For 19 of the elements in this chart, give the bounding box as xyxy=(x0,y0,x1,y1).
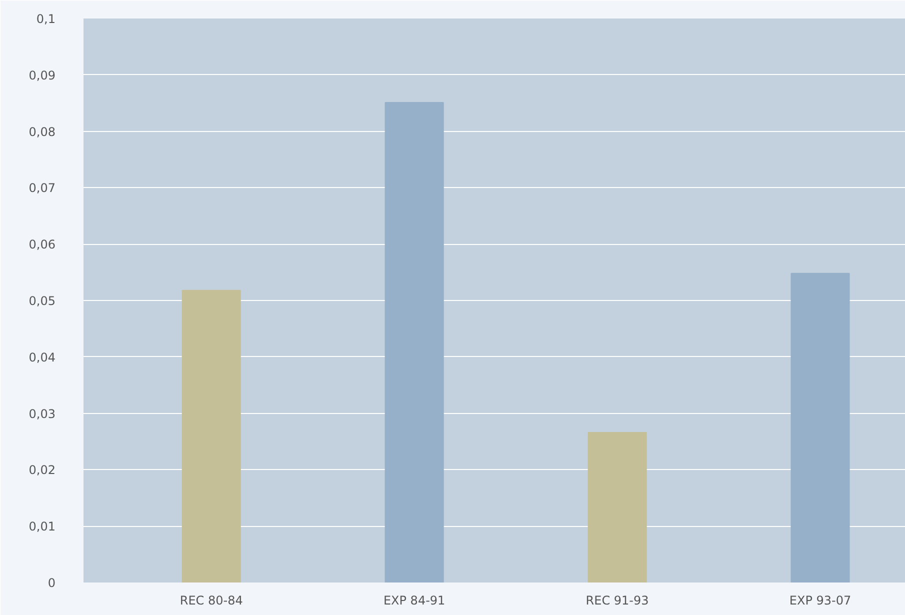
y-tick-label: 0,1 xyxy=(36,12,56,26)
bar xyxy=(182,290,241,582)
x-tick-label: EXP 93-07 xyxy=(789,594,852,608)
bar xyxy=(588,432,647,582)
x-tick-label: REC 80-84 xyxy=(180,594,243,608)
y-tick-label: 0 xyxy=(48,576,56,590)
y-tick-label: 0,04 xyxy=(28,350,56,364)
y-tick-label: 0,03 xyxy=(28,406,56,421)
y-tick-label: 0,07 xyxy=(28,181,56,196)
y-tick-label: 0,06 xyxy=(28,238,56,252)
y-tick-label: 0,01 xyxy=(28,520,56,534)
bar xyxy=(384,102,444,582)
y-tick-label: 0,08 xyxy=(28,124,56,139)
y-tick-label: 0,05 xyxy=(28,294,56,308)
x-tick-label: REC 91-93 xyxy=(586,594,649,608)
y-tick-label: 0,09 xyxy=(28,68,56,82)
bar xyxy=(790,272,850,582)
x-tick-label: EXP 84-91 xyxy=(383,594,446,608)
y-tick-label: 0,02 xyxy=(28,463,56,478)
